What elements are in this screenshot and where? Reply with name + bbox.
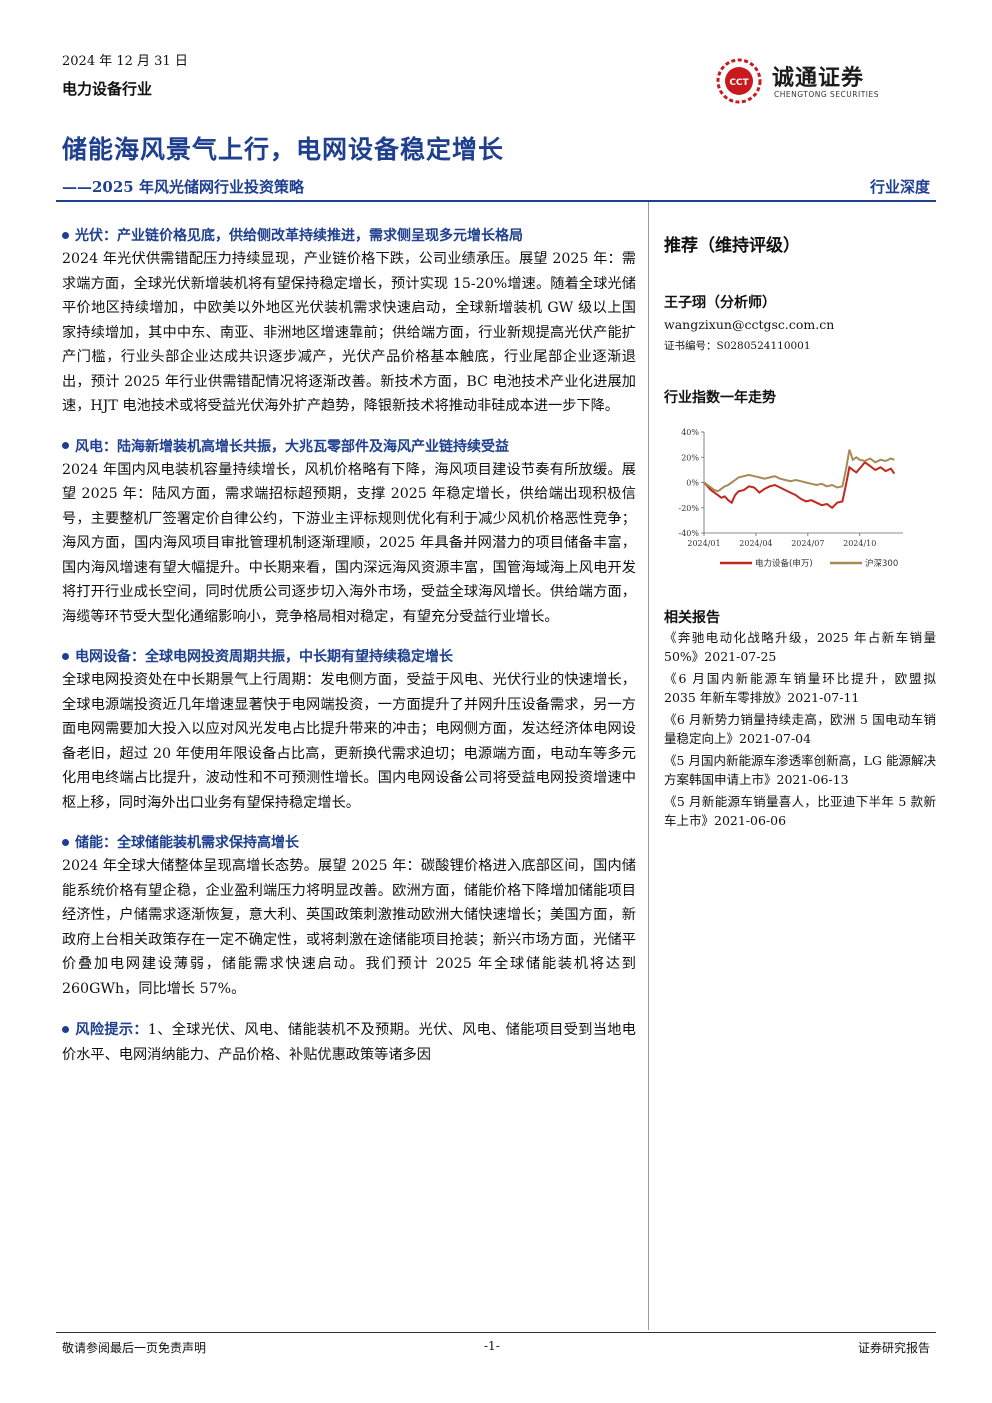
legend-label: 沪深300 xyxy=(865,558,898,569)
report-subtitle: ——2025 年风光储网行业投资策略 xyxy=(62,178,304,196)
series-line xyxy=(703,460,896,510)
risk-label: 风险提示： xyxy=(75,1022,148,1038)
legend-label: 电力设备(申万) xyxy=(755,558,813,569)
section-body: 2024 年国内风电装机容量持续增长，风机价格略有下降，海风项目建设节奏有所放缓… xyxy=(62,461,636,625)
related-item[interactable]: 《5 月国内新能源车渗透率创新高，LG 能源解决方案韩国申请上市》2021-06… xyxy=(664,753,936,787)
x-tick-label: 2024/04 xyxy=(739,539,772,548)
y-tick-label: 20% xyxy=(681,453,699,462)
section-body: 2024 年光伏供需错配压力持续显现，产业链价格下跌，公司业绩承压。展望 202… xyxy=(62,251,636,414)
x-tick-label: 2024/07 xyxy=(791,539,824,548)
y-tick-label: 0% xyxy=(686,479,699,488)
y-tick-label: -20% xyxy=(679,504,700,513)
analyst-email[interactable]: wangzixun@cctgsc.com.cn xyxy=(664,317,835,332)
section-pv: 光伏：产业链价格见底，供给侧改革持续推进，需求侧呈现多元增长格局 2024 年光… xyxy=(62,225,636,419)
section-heading: 电网设备：全球电网投资周期共振，中长期有望持续稳定增长 xyxy=(75,649,453,665)
y-tick-label: -40% xyxy=(679,529,700,538)
series-line xyxy=(703,449,895,493)
bullet-icon xyxy=(62,442,69,449)
section-storage: 储能：全球储能装机需求保持高增长 2024 年全球大储整体呈现高增长态势。展望 … xyxy=(62,832,636,1001)
page-number: -1- xyxy=(484,1339,500,1353)
bullet-icon xyxy=(62,1025,69,1033)
bullet-icon xyxy=(62,838,69,846)
section-heading: 风电：陆海新增装机高增长共振，大兆瓦零部件及海风产业链持续受益 xyxy=(75,438,509,455)
related-item[interactable]: 《6 月国内新能源车销量环比提升，欧盟拟 2035 年新车零排放》2021-07… xyxy=(664,671,936,705)
logo-mark-icon: CCT xyxy=(716,58,762,104)
report-title: 储能海风景气上行，电网设备稳定增长 xyxy=(62,135,505,164)
related-title: 相关报告 xyxy=(664,610,720,626)
bullet-icon xyxy=(62,652,69,660)
analyst-cert: 证书编号：S0280524110001 xyxy=(664,340,811,352)
section-body: 全球电网投资处在中长期景气上行周期：发电侧方面，受益于风电、光伏行业的快速增长，… xyxy=(62,672,636,811)
related-list: 《奔驰电动化战略升级，2025 年占新车销量 50%》2021-07-25 《6… xyxy=(664,628,936,833)
header-divider xyxy=(56,200,936,202)
y-tick-label: 40% xyxy=(681,428,699,437)
industry-name: 电力设备行业 xyxy=(62,80,153,98)
report-date: 2024 年 12 月 31 日 xyxy=(62,54,188,69)
logo-cn: 诚通证券 xyxy=(772,66,865,91)
section-grid: 电网设备：全球电网投资周期共振，中长期有望持续稳定增长 全球电网投资处在中长期景… xyxy=(62,646,636,815)
column-divider xyxy=(648,202,649,1330)
logo-mark-text: CCT xyxy=(729,78,749,88)
report-type: 行业深度 xyxy=(869,178,930,196)
chart-title: 行业指数一年走势 xyxy=(664,390,776,406)
x-tick-label: 2024/10 xyxy=(843,539,876,548)
footer-disclaimer: 敬请参阅最后一页免责声明 xyxy=(62,1341,207,1355)
logo-en: CHENGTONG SECURITIES xyxy=(774,90,880,99)
section-heading: 光伏：产业链价格见底，供给侧改革持续推进，需求侧呈现多元增长格局 xyxy=(75,228,523,244)
related-item[interactable]: 《6 月新势力销量持续走高，欧洲 5 国电动车销量稳定向上》2021-07-04 xyxy=(664,712,936,746)
section-heading: 储能：全球储能装机需求保持高增长 xyxy=(75,835,299,851)
footer-divider xyxy=(56,1332,936,1333)
related-item[interactable]: 《5 月新能源车销量喜人，比亚迪下半年 5 款新车上市》2021-06-06 xyxy=(664,794,936,828)
footer-label: 证券研究报告 xyxy=(857,1341,930,1355)
company-logo: CCT 诚通证券 CHENGTONG SECURITIES xyxy=(716,58,886,104)
related-item[interactable]: 《奔驰电动化战略升级，2025 年占新车销量 50%》2021-07-25 xyxy=(664,630,936,664)
section-wind: 风电：陆海新增装机高增长共振，大兆瓦零部件及海风产业链持续受益 2024 年国内… xyxy=(62,436,636,630)
main-column: 光伏：产业链价格见底，供给侧改革持续推进，需求侧呈现多元增长格局 2024 年光… xyxy=(62,225,636,1084)
risk-body: 1、全球光伏、风电、储能装机不及预期。光伏、风电、储能项目受到当地电价水平、电网… xyxy=(62,1022,636,1063)
section-risk: 风险提示：1、全球光伏、风电、储能装机不及预期。光伏、风电、储能项目受到当地电价… xyxy=(62,1018,636,1067)
x-tick-label: 2024/01 xyxy=(687,539,720,548)
analyst-name: 王子珝（分析师） xyxy=(664,295,776,311)
rating: 推荐（维持评级） xyxy=(664,236,800,256)
section-body: 2024 年全球大储整体呈现高增长态势。展望 2025 年：碳酸锂价格进入底部区… xyxy=(62,858,636,997)
bullet-icon xyxy=(62,231,69,239)
index-chart: 40% 20% 0% -20% -40%2024/01 2024/04 2024/07 202… xyxy=(679,428,903,569)
